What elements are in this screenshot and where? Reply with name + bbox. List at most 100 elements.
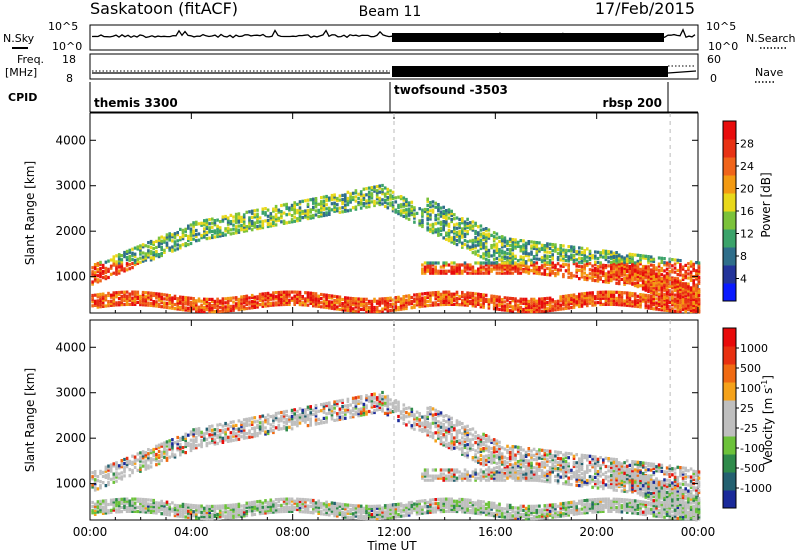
heatmap-cell: [189, 235, 193, 239]
heatmap-cell: [575, 301, 578, 305]
heatmap-cell: [378, 309, 382, 313]
heatmap-cell: [211, 424, 214, 428]
heatmap-cell: [298, 290, 302, 294]
heatmap-cell: [184, 503, 187, 507]
heatmap-cell: [264, 416, 267, 420]
heatmap-cell: [168, 300, 171, 304]
heatmap-cell: [649, 274, 653, 278]
heatmap-cell: [522, 297, 525, 301]
heatmap-cell: [192, 303, 195, 307]
heatmap-cell: [673, 293, 677, 297]
heatmap-cell: [511, 258, 515, 262]
heatmap-cell: [359, 411, 363, 415]
heatmap-cell: [500, 304, 504, 308]
heatmap-cell: [168, 246, 171, 250]
heatmap-cell: [298, 210, 302, 214]
heatmap-cell: [421, 220, 424, 224]
heatmap-cell: [679, 259, 682, 263]
heatmap-cell: [599, 300, 602, 305]
heatmap-cell: [615, 255, 618, 259]
heatmap-cell: [322, 299, 326, 303]
heatmap-cell: [144, 244, 148, 248]
heatmap-cell: [232, 306, 235, 310]
heatmap-cell: [288, 302, 291, 306]
heatmap-cell: [687, 289, 690, 293]
heatmap-cell: [232, 231, 235, 235]
heatmap-cell: [277, 423, 281, 427]
heatmap-cell: [192, 231, 195, 235]
heatmap-cell: [625, 254, 629, 258]
heatmap-cell: [171, 233, 174, 237]
heatmap-cell: [274, 291, 278, 295]
heatmap-cell: [131, 454, 134, 458]
heatmap-cell: [652, 269, 656, 273]
heatmap-cell: [218, 220, 222, 224]
heatmap-cell: [216, 433, 219, 437]
heatmap-cell: [556, 262, 560, 266]
heatmap-cell: [245, 298, 249, 302]
heatmap-cell: [397, 209, 400, 214]
heatmap-cell: [636, 278, 640, 282]
heatmap-cell: [101, 300, 105, 304]
heatmap-cell: [333, 503, 336, 507]
heatmap-cell: [588, 251, 592, 255]
heatmap-cell: [131, 292, 134, 296]
heatmap-cell: [383, 200, 387, 204]
heatmap-cell: [367, 301, 371, 306]
heatmap-cell: [620, 271, 624, 275]
heatmap-cell: [631, 260, 634, 264]
heatmap-cell: [131, 460, 134, 464]
heatmap-cell: [115, 301, 118, 305]
heatmap-cell: [431, 301, 435, 305]
heatmap-cell: [120, 301, 124, 305]
heatmap-cell: [445, 261, 448, 265]
heatmap-cell: [617, 280, 621, 284]
heatmap-cell: [349, 509, 352, 514]
heatmap-cell: [139, 298, 142, 303]
heatmap-cell: [471, 304, 475, 308]
heatmap-cell: [689, 260, 693, 264]
heatmap-cell: [333, 507, 336, 512]
heatmap-cell: [253, 420, 257, 424]
heatmap-cell: [160, 506, 163, 510]
heatmap-cell: [692, 264, 695, 268]
heatmap-cell: [649, 298, 653, 302]
heatmap-cell: [125, 509, 129, 513]
heatmap-cell: [506, 261, 509, 265]
heatmap-cell: [312, 216, 315, 220]
heatmap-cell: [391, 207, 395, 211]
heatmap-cell: [298, 218, 302, 222]
cpid-panel: CPID themis 3300 twofsound -3503 rbsp 20…: [8, 82, 698, 113]
heatmap-cell: [442, 296, 445, 300]
heatmap-cell: [578, 298, 581, 302]
heatmap-cell: [575, 295, 578, 299]
heatmap-cell: [221, 233, 225, 237]
heatmap-cell: [181, 504, 185, 508]
heatmap-cell: [115, 504, 118, 508]
heatmap-cell: [562, 303, 565, 307]
heatmap-cell: [508, 261, 512, 265]
heatmap-cell: [540, 264, 544, 268]
heatmap-cell: [556, 258, 560, 262]
heatmap-cell: [641, 281, 645, 285]
heatmap-cell: [304, 502, 307, 506]
heatmap-cell: [109, 467, 113, 471]
heatmap-cell: [439, 298, 443, 303]
heatmap-cell: [620, 301, 624, 305]
heatmap-cell: [567, 245, 570, 249]
heatmap-cell: [341, 197, 344, 202]
heatmap-cell: [644, 286, 648, 290]
heatmap-cell: [309, 293, 312, 297]
heatmap-cell: [211, 504, 214, 508]
heatmap-cell: [652, 271, 656, 275]
heatmap-cell: [277, 297, 281, 301]
heatmap-cell: [328, 300, 331, 304]
heatmap-cell: [226, 305, 230, 309]
heatmap-cell: [229, 503, 233, 507]
heatmap-cell: [341, 302, 344, 306]
heatmap-cell: [586, 263, 589, 267]
heatmap-cell: [274, 301, 278, 305]
heatmap-cell: [469, 267, 472, 271]
heatmap-cell: [221, 504, 225, 508]
heatmap-cell: [625, 259, 629, 263]
